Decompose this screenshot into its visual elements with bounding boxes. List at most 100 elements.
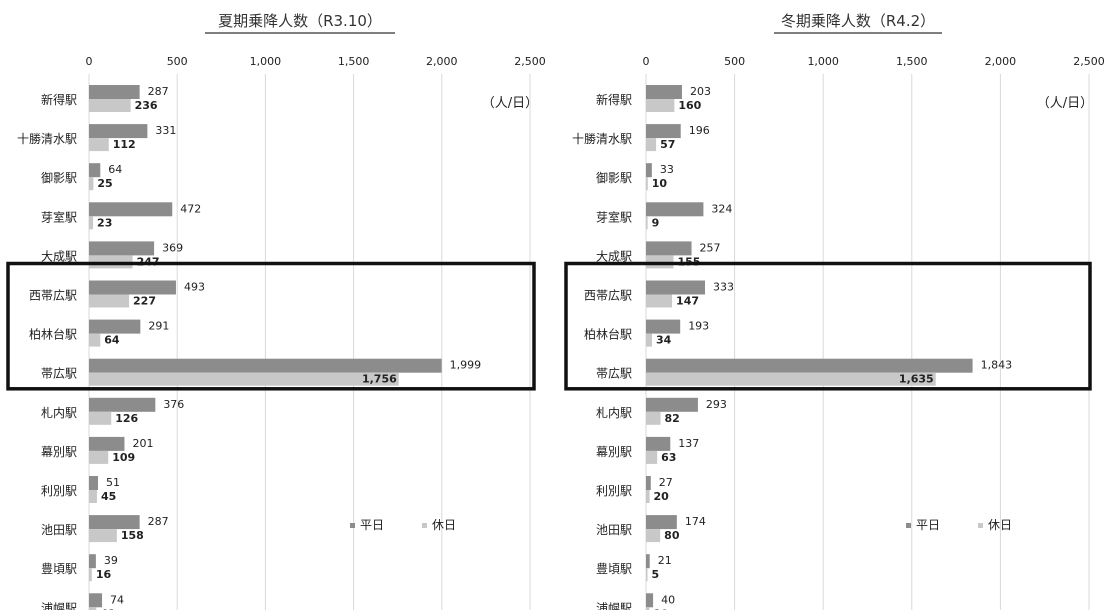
data-label-holiday: 1,756 <box>362 373 397 386</box>
bar-weekday <box>646 163 652 178</box>
data-label-weekday: 493 <box>184 281 205 294</box>
bar-holiday <box>89 333 101 347</box>
category-label: 浦幌駅 <box>596 600 632 610</box>
highlight-box <box>564 261 1092 391</box>
x-tick-label: 1,000 <box>807 55 839 68</box>
legend-label-holiday: 休日 <box>988 518 1012 532</box>
bar-holiday <box>646 607 650 610</box>
data-label-weekday: 331 <box>155 124 176 137</box>
data-label-holiday: 147 <box>676 295 699 308</box>
data-label-holiday: 80 <box>664 529 680 542</box>
bar-weekday <box>646 241 692 256</box>
category-label: 札内駅 <box>596 406 632 420</box>
bar-weekday <box>89 202 173 217</box>
data-label-holiday: 23 <box>97 216 112 229</box>
bar-weekday <box>646 397 698 412</box>
data-label-weekday: 51 <box>106 476 120 489</box>
data-label-weekday: 324 <box>711 202 732 215</box>
data-label-weekday: 40 <box>661 593 675 606</box>
data-label-holiday: 10 <box>652 177 668 190</box>
data-label-holiday: 34 <box>656 334 672 347</box>
bar-weekday <box>89 593 103 608</box>
legend-swatch-weekday <box>350 523 355 528</box>
bar-holiday <box>89 607 97 610</box>
chart-panel-1: 夏期乗降人数（R3.10） 0 500 1,000 1,500 2,000 2,500 （人/… <box>6 12 546 610</box>
category-label: 西帯広駅 <box>584 289 632 303</box>
bar-weekday <box>89 554 96 569</box>
data-label-weekday: 203 <box>690 85 711 98</box>
category-label: 池田駅 <box>596 523 632 537</box>
data-label-weekday: 193 <box>688 320 709 333</box>
x-tick-label: 1,000 <box>250 55 282 68</box>
data-label-holiday: 19 <box>653 607 668 610</box>
bar-weekday <box>646 554 650 569</box>
data-label-holiday: 63 <box>661 451 676 464</box>
data-label-weekday: 196 <box>689 124 710 137</box>
bar-weekday <box>646 358 973 373</box>
bar-weekday <box>646 202 704 217</box>
x-tick-label: 500 <box>167 55 188 68</box>
x-tick-label: 2,000 <box>985 55 1017 68</box>
data-label-holiday: 126 <box>115 412 138 425</box>
data-label-holiday: 109 <box>112 451 135 464</box>
data-label-weekday: 137 <box>678 437 699 450</box>
category-label: 芽室駅 <box>41 209 77 224</box>
category-label: 新得駅 <box>596 92 632 107</box>
bar-holiday <box>646 490 650 503</box>
bar-weekday <box>89 476 98 490</box>
category-label: 幕別駅 <box>41 445 77 459</box>
chart-title: 冬期乗降人数（R4.2） <box>781 12 935 30</box>
data-label-holiday: 16 <box>96 568 112 581</box>
unit-label: （人/日） <box>482 96 538 111</box>
data-label-holiday: 158 <box>121 529 144 542</box>
data-label-holiday: 227 <box>133 295 156 308</box>
bar-weekday <box>89 436 125 451</box>
data-label-weekday: 74 <box>110 593 124 606</box>
bar-holiday <box>646 333 653 347</box>
legend-swatch-holiday <box>422 523 427 528</box>
category-label: 大成駅 <box>596 249 632 263</box>
bar-weekday <box>89 515 140 530</box>
category-label: 西帯広駅 <box>29 289 77 303</box>
category-label: 池田駅 <box>41 523 77 537</box>
bar-holiday <box>89 99 131 112</box>
x-tick-label: 1,500 <box>338 55 370 68</box>
legend-swatch-weekday <box>906 523 911 528</box>
data-label-holiday: 9 <box>652 216 660 229</box>
data-label-holiday: 45 <box>101 490 116 503</box>
data-label-weekday: 369 <box>162 241 183 254</box>
data-label-holiday: 25 <box>97 177 112 190</box>
data-label-holiday: 1,635 <box>899 373 934 386</box>
bar-weekday <box>646 124 681 139</box>
data-label-holiday: 57 <box>660 138 675 151</box>
data-label-holiday: 5 <box>652 568 660 581</box>
bar-weekday <box>646 436 671 451</box>
bar-weekday <box>89 124 148 139</box>
bar-weekday <box>89 85 140 99</box>
category-label: 帯広駅 <box>596 367 632 381</box>
bar-holiday <box>89 294 130 308</box>
data-label-weekday: 21 <box>658 554 672 567</box>
x-tick-label: 500 <box>724 55 745 68</box>
category-label: 芽室駅 <box>596 209 632 224</box>
x-tick-label: 2,500 <box>1073 55 1105 68</box>
data-label-weekday: 291 <box>148 320 169 333</box>
bar-holiday <box>646 177 648 191</box>
data-label-holiday: 20 <box>654 490 670 503</box>
bar-holiday <box>89 490 97 503</box>
bar-weekday <box>646 476 651 490</box>
bar-weekday <box>646 515 677 530</box>
bar-holiday <box>89 411 112 425</box>
bar-holiday <box>89 568 92 582</box>
category-label: 御影駅 <box>41 170 77 185</box>
data-label-weekday: 39 <box>104 554 118 567</box>
data-label-weekday: 1,999 <box>450 359 482 372</box>
x-tick-label: 2,000 <box>426 55 458 68</box>
data-label-weekday: 257 <box>700 241 721 254</box>
category-label: 札内駅 <box>41 406 77 420</box>
bar-holiday <box>89 450 109 464</box>
category-label: 豊頃駅 <box>41 562 77 576</box>
category-label: 豊頃駅 <box>596 562 632 576</box>
